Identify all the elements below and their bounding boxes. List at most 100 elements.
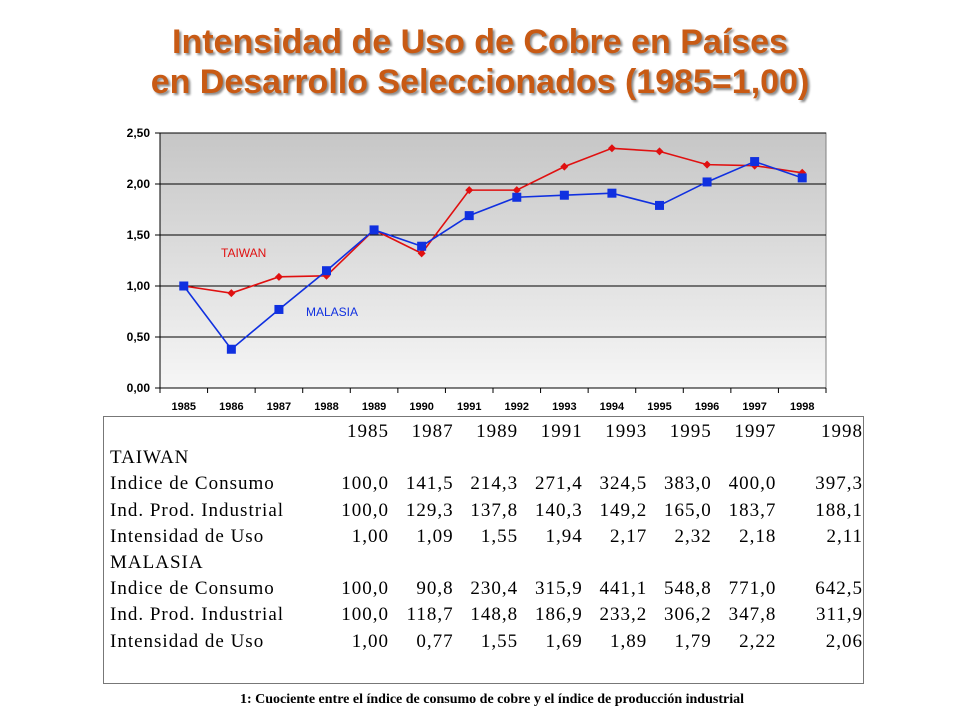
x-tick-label: 1994 bbox=[600, 401, 625, 413]
table-cell: 2,22 bbox=[739, 630, 777, 652]
x-tick-label: 1996 bbox=[695, 401, 719, 413]
x-tick-label: 1998 bbox=[790, 401, 814, 413]
data-point-malasia bbox=[417, 241, 427, 251]
table-cell: 100,0 bbox=[341, 604, 390, 626]
data-point-malasia bbox=[369, 225, 379, 235]
table-row: Intensidad de Uso 1,00 0,77 1,55 1,69 1,89 1,7… bbox=[110, 629, 863, 655]
table-cell: 1,00 bbox=[351, 630, 390, 652]
footnote: 1: Cuociente entre el índice de consumo … bbox=[240, 692, 744, 707]
table-cell: 90,8 bbox=[416, 578, 454, 600]
table-cell: 100,0 bbox=[341, 499, 390, 521]
table-cell: 441,1 bbox=[599, 578, 648, 600]
table-header-cell: 1985 bbox=[347, 421, 390, 443]
table-header-cell: 1991 bbox=[540, 421, 583, 443]
table-cell: 0,77 bbox=[416, 630, 454, 652]
table-header-cell: 1998 bbox=[821, 421, 863, 443]
table-cell: 129,3 bbox=[405, 499, 454, 521]
data-point-taiwan bbox=[607, 144, 616, 153]
table-cell: 397,3 bbox=[815, 473, 863, 495]
table-cell: 2,18 bbox=[739, 525, 777, 547]
table-cell: 306,2 bbox=[664, 604, 712, 626]
line-chart: 0,00 0,50 1,00 1,50 2,00 2,50 1985 1986 1987 1988… bbox=[127, 126, 827, 413]
table-header-cell: 1987 bbox=[411, 421, 454, 443]
table-cell: 400,0 bbox=[728, 473, 777, 495]
y-tick-label: 0,50 bbox=[127, 330, 151, 344]
table-cell bbox=[712, 445, 777, 471]
plot-area bbox=[159, 132, 827, 389]
title-line-2: en Desarrollo Seleccionados (1985=1,00) bbox=[150, 63, 810, 101]
table-cell bbox=[454, 445, 519, 471]
series-label-malasia: MALASIA bbox=[306, 305, 358, 319]
data-point-malasia bbox=[750, 157, 760, 167]
x-tick-label: 1992 bbox=[505, 401, 529, 413]
data-point-malasia bbox=[797, 173, 807, 183]
x-tick-label: 1993 bbox=[552, 401, 576, 413]
y-tick-label: 2,50 bbox=[127, 126, 151, 140]
data-table-box: 1985 1987 1989 1991 1993 1995 1997 1998 TAIWAN In… bbox=[103, 416, 864, 684]
table-cell: 271,4 bbox=[534, 473, 583, 495]
data-point-taiwan bbox=[512, 186, 521, 195]
data-point-taiwan bbox=[417, 249, 426, 258]
table-cell: 2,32 bbox=[674, 525, 712, 547]
table-cell bbox=[647, 445, 712, 471]
table-cell: 2,17 bbox=[609, 525, 648, 547]
table-cell: 141,5 bbox=[405, 473, 454, 495]
table-row: Indice de Consumo 100,0 90,8 230,4 315,9 441,… bbox=[110, 576, 863, 602]
table-cell: 311,9 bbox=[815, 604, 863, 626]
table-cell: 1,09 bbox=[416, 525, 454, 547]
table-cell: 548,8 bbox=[664, 578, 712, 600]
data-point-malasia bbox=[322, 266, 331, 276]
table-cell: 383,0 bbox=[664, 473, 712, 495]
table-row: Ind. Prod. Industrial 100,0 129,3 137,8 140,… bbox=[110, 498, 863, 524]
y-tick-label: 2,00 bbox=[127, 177, 151, 191]
table-cell: 324,5 bbox=[599, 473, 648, 495]
table-cell: 100,0 bbox=[341, 578, 390, 600]
table-row: TAIWAN bbox=[110, 445, 863, 471]
data-point-malasia bbox=[607, 188, 617, 198]
data-point-malasia bbox=[655, 200, 664, 210]
x-tick-label: 1989 bbox=[362, 401, 386, 413]
table-cell: 233,2 bbox=[599, 604, 648, 626]
x-tick-label: 1995 bbox=[647, 401, 671, 413]
row-label: Indice de Consumo bbox=[110, 578, 275, 600]
table-cell: 315,9 bbox=[534, 578, 583, 600]
table-cell bbox=[389, 445, 454, 471]
data-point-taiwan bbox=[465, 186, 474, 195]
row-label: TAIWAN bbox=[110, 447, 190, 469]
table-header-cell: 1997 bbox=[734, 421, 777, 443]
table-cell: 214,3 bbox=[470, 473, 519, 495]
table-cell bbox=[776, 550, 863, 576]
table-cell: 149,2 bbox=[599, 499, 648, 521]
table-cell: 186,9 bbox=[534, 604, 583, 626]
data-point-malasia bbox=[179, 281, 189, 291]
table-cell: 347,8 bbox=[728, 604, 777, 626]
table-cell: 2,11 bbox=[826, 525, 863, 547]
row-label: Indice de Consumo bbox=[110, 473, 275, 495]
series-line-malasia bbox=[183, 160, 803, 351]
data-point-malasia bbox=[226, 344, 236, 354]
row-label: MALASIA bbox=[110, 552, 204, 574]
table-cell: 1,55 bbox=[480, 525, 519, 547]
data-point-malasia bbox=[559, 190, 569, 200]
table-cell bbox=[325, 550, 390, 576]
y-tick-label: 0,00 bbox=[127, 381, 151, 395]
x-tick-label: 1991 bbox=[457, 401, 481, 413]
table-cell: 188,1 bbox=[815, 499, 863, 521]
series-line-taiwan bbox=[183, 147, 803, 294]
x-tick-label: 1988 bbox=[314, 401, 338, 413]
table-cell: 148,8 bbox=[470, 604, 519, 626]
table-row: MALASIA bbox=[110, 550, 863, 576]
table-cell: 642,5 bbox=[815, 578, 863, 600]
table-cell: 165,0 bbox=[664, 499, 712, 521]
table-header-cell: 1989 bbox=[476, 421, 519, 443]
table-cell: 1,69 bbox=[545, 630, 583, 652]
x-tick-label: 1997 bbox=[742, 401, 766, 413]
table-cell: 2,06 bbox=[825, 630, 863, 652]
row-label: Intensidad de Uso bbox=[110, 525, 265, 547]
table-cell: 1,55 bbox=[480, 630, 519, 652]
table-header-row: 1985 1987 1989 1991 1993 1995 1997 1998 bbox=[110, 419, 863, 445]
table-cell bbox=[454, 550, 519, 576]
series-label-taiwan: TAIWAN bbox=[221, 246, 266, 260]
table-cell: 230,4 bbox=[470, 578, 519, 600]
table-header-cell bbox=[110, 419, 325, 445]
